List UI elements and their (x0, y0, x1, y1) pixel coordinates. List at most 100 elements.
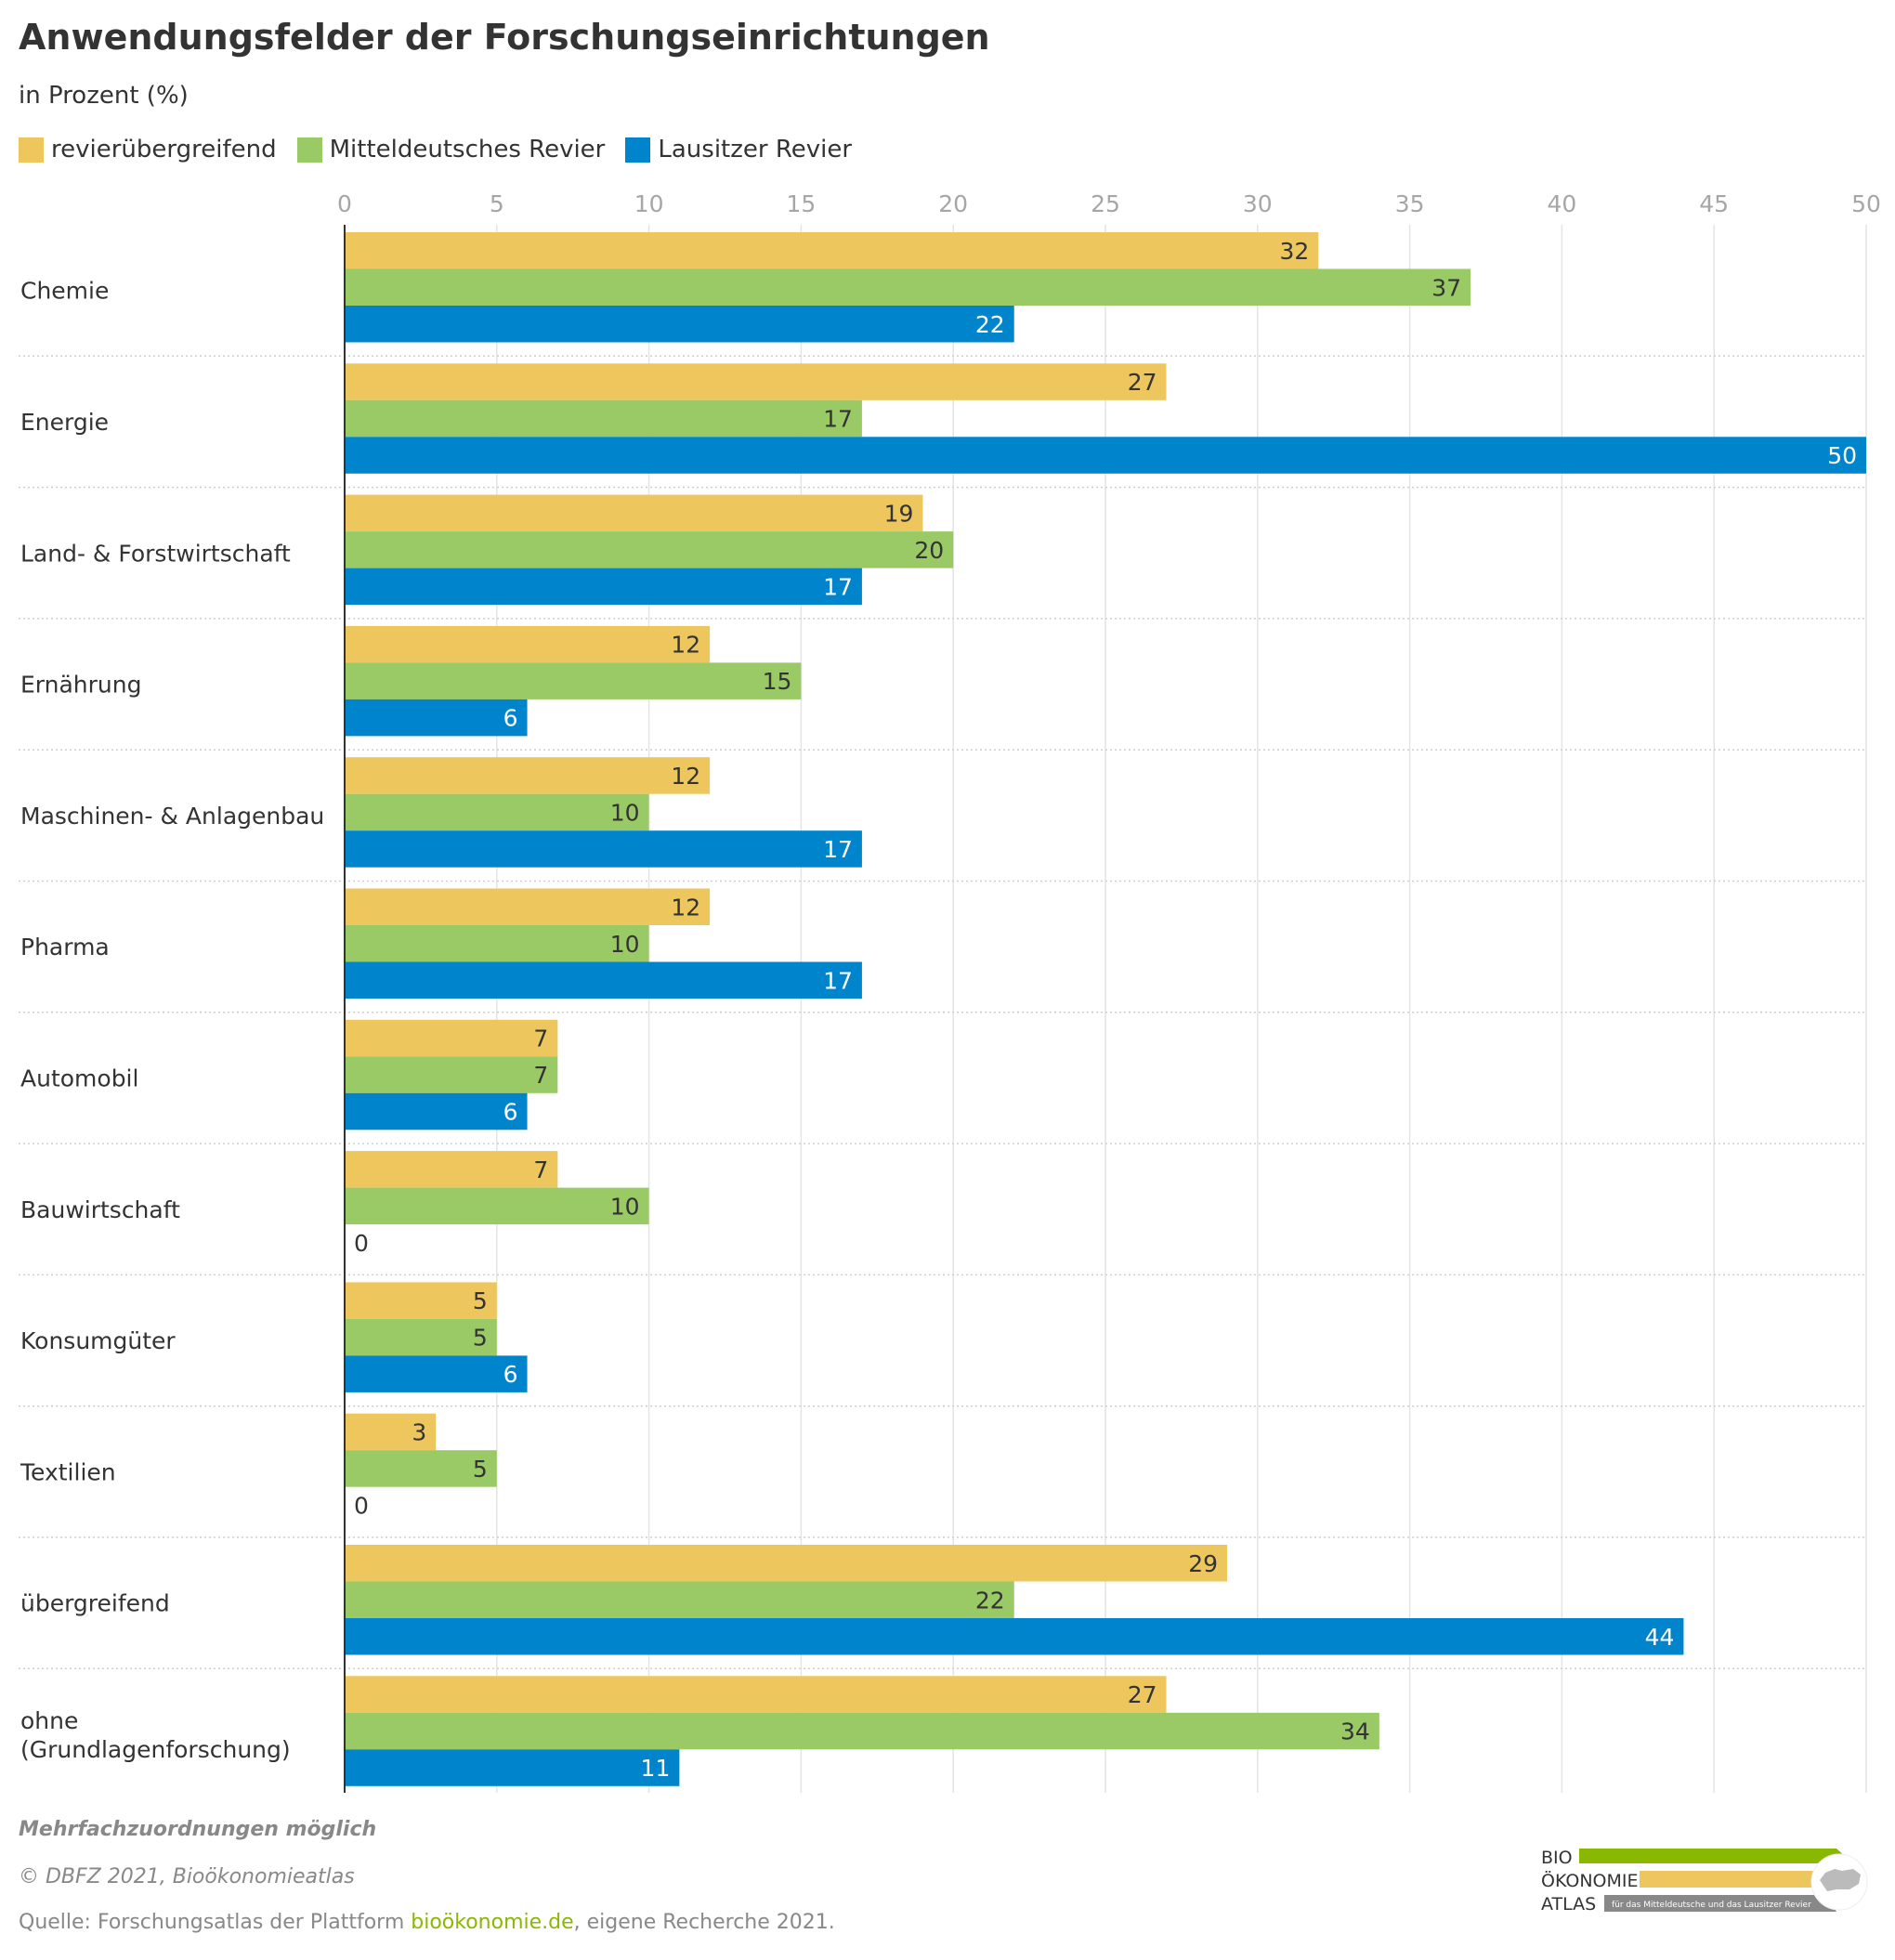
legend: revierübergreifend Mitteldeutsches Revie… (19, 136, 872, 163)
legend-label: revierübergreifend (51, 136, 277, 163)
bar[interactable] (345, 437, 1866, 474)
bar[interactable] (345, 399, 862, 438)
category-label: Maschinen- & Anlagenbau (20, 803, 324, 830)
category-label: ohne (Grundlagenforschung) (20, 1707, 291, 1763)
data-label: 44 (1645, 1624, 1675, 1651)
data-label: 5 (473, 1325, 488, 1352)
x-tick-label: 5 (490, 190, 504, 217)
bar[interactable] (345, 568, 862, 606)
category-label: Chemie (20, 278, 109, 305)
bar[interactable] (345, 268, 1471, 307)
bar[interactable] (345, 1187, 649, 1225)
bar[interactable] (345, 699, 528, 737)
legend-swatch-revieruebergreifend (19, 137, 44, 163)
legend-swatch-lausitzer-revier (625, 137, 651, 163)
logo-yellow-bar (1640, 1871, 1829, 1888)
data-label: 5 (473, 1456, 488, 1483)
data-label: 27 (1128, 1681, 1157, 1708)
category-label: Pharma (20, 934, 110, 960)
legend-label: Lausitzer Revier (658, 136, 853, 163)
bar[interactable] (345, 494, 923, 532)
bar[interactable] (345, 1092, 528, 1130)
bar[interactable] (345, 1676, 1167, 1713)
data-label: 0 (354, 1230, 369, 1257)
category-label: Konsumgüter (20, 1327, 176, 1354)
data-label: 22 (975, 311, 1005, 338)
data-label: 17 (823, 406, 853, 433)
bar[interactable] (345, 1355, 528, 1392)
data-label: 15 (763, 668, 792, 695)
bar[interactable] (345, 232, 1319, 269)
bar[interactable] (345, 1151, 558, 1188)
data-label: 7 (533, 1026, 548, 1052)
bar[interactable] (345, 625, 711, 663)
data-label: 0 (354, 1492, 369, 1519)
legend-item-revieruebergreifend[interactable]: revierübergreifend (19, 136, 277, 163)
x-tick-label: 25 (1091, 190, 1120, 217)
bar[interactable] (345, 662, 802, 699)
data-label: 17 (823, 573, 853, 600)
x-tick-label: 50 (1851, 190, 1881, 217)
bar[interactable] (345, 1712, 1379, 1750)
bar[interactable] (345, 830, 862, 868)
legend-swatch-mitteldeutsches-revier (296, 137, 322, 163)
source-link[interactable]: bioökonomie.de (411, 1911, 574, 1934)
legend-label: Mitteldeutsches Revier (329, 136, 606, 163)
bar[interactable] (345, 363, 1167, 400)
x-tick-label: 10 (634, 190, 664, 217)
bar[interactable] (345, 1413, 437, 1451)
data-label: 7 (533, 1156, 548, 1183)
x-tick-label: 35 (1395, 190, 1425, 217)
copyright: © DBFZ 2021, Bioökonomieatlas (19, 1865, 355, 1888)
x-tick-label: 20 (938, 190, 968, 217)
bioekonomie-atlas-logo: BIO ÖKONOMIE ATLAS für das Mitteldeutsch… (1541, 1848, 1868, 1914)
logo-tagline: für das Mitteldeutsche und das Lausitzer… (1612, 1901, 1811, 1910)
category-label: Automobil (20, 1065, 138, 1091)
data-label: 10 (610, 1193, 640, 1220)
bar[interactable] (345, 1618, 1684, 1655)
data-label: 19 (884, 500, 914, 527)
bar[interactable] (345, 925, 649, 962)
data-label: 6 (503, 705, 518, 732)
legend-item-mitteldeutsches-revier[interactable]: Mitteldeutsches Revier (296, 136, 606, 163)
logo-map-shape (1820, 1869, 1861, 1891)
bar[interactable] (345, 757, 711, 794)
source-suffix: , eigene Recherche 2021. (573, 1911, 835, 1934)
bar[interactable] (345, 531, 954, 568)
bar[interactable] (345, 1450, 497, 1487)
category-label: Textilien (20, 1458, 116, 1485)
bar[interactable] (345, 1318, 497, 1356)
bar[interactable] (345, 1056, 558, 1093)
bar-chart: 0 5 10 15 20 25 30 35 40 45 50Chemie323722Energie2… (19, 190, 1881, 1793)
bar[interactable] (345, 888, 711, 926)
data-label: 37 (1431, 274, 1461, 301)
logo-text-atlas: ATLAS (1541, 1894, 1596, 1914)
data-label: 12 (671, 632, 700, 659)
bar[interactable] (345, 1545, 1228, 1582)
x-tick-label: 45 (1699, 190, 1729, 217)
bar[interactable] (345, 1581, 1014, 1619)
footnote: Mehrfachzuordnungen möglich (19, 1818, 377, 1841)
data-label: 22 (975, 1587, 1005, 1614)
data-label: 27 (1128, 369, 1157, 396)
data-label: 29 (1188, 1550, 1218, 1577)
legend-item-lausitzer-revier[interactable]: Lausitzer Revier (625, 136, 852, 163)
data-label: 17 (823, 967, 853, 994)
bar[interactable] (345, 1282, 497, 1319)
data-label: 5 (473, 1287, 488, 1314)
data-label: 20 (914, 537, 944, 564)
bar[interactable] (345, 793, 649, 831)
bar[interactable] (345, 961, 862, 1000)
data-label: 32 (1280, 238, 1310, 265)
bar[interactable] (345, 1749, 680, 1786)
logo-gray-bar (1604, 1895, 1836, 1912)
data-label: 6 (503, 1099, 518, 1126)
bar[interactable] (345, 306, 1014, 343)
data-label: 3 (412, 1418, 426, 1445)
chart-title: Anwendungsfelder der Forschungseinrichtu… (19, 17, 990, 58)
logo-green-bar (1579, 1849, 1853, 1863)
x-tick-label: 40 (1547, 190, 1576, 217)
bar[interactable] (345, 1019, 558, 1057)
x-tick-label: 15 (786, 190, 816, 217)
category-label: Energie (20, 409, 109, 436)
